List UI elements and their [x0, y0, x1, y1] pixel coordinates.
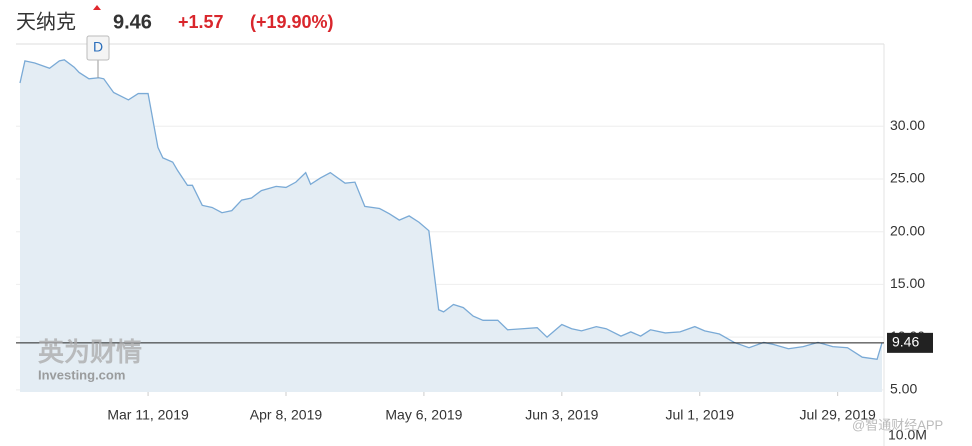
- marker-label: D: [93, 39, 103, 55]
- y-tick-label: 30.00: [890, 117, 925, 133]
- marker-box: [86, 35, 110, 61]
- y-tick-label: 15.00: [890, 275, 925, 291]
- price-label: 9.46: [892, 334, 919, 350]
- change: +1.57: [178, 12, 224, 32]
- price: 9.46: [113, 11, 152, 33]
- x-tick-label: Jul 29, 2019: [800, 407, 876, 423]
- volume-tick-label: 10.0M: [888, 427, 927, 443]
- change-percent: (+19.90%): [250, 12, 334, 32]
- x-tick-label: May 6, 2019: [385, 407, 462, 423]
- area: [20, 59, 882, 393]
- x-tick-label: Mar 11, 2019: [107, 407, 189, 423]
- stock-name: 天纳克: [16, 10, 76, 33]
- price-label-box: [887, 332, 933, 353]
- source: @智通财经APP: [852, 417, 943, 432]
- watermark: 英为财情: [38, 337, 142, 367]
- y-tick-label: 25.00: [890, 170, 925, 186]
- y-tick-label: 20.00: [890, 222, 925, 238]
- price-line: [19, 59, 883, 361]
- y-tick-label: 5.00: [890, 381, 917, 397]
- x-tick-label: Jun 3, 2019: [525, 407, 598, 423]
- up-icon: [93, 5, 101, 10]
- watermark: Investing.com: [38, 367, 125, 382]
- x-tick-label: Apr 8, 2019: [250, 407, 323, 423]
- x-tick-label: Jul 1, 2019: [665, 407, 734, 423]
